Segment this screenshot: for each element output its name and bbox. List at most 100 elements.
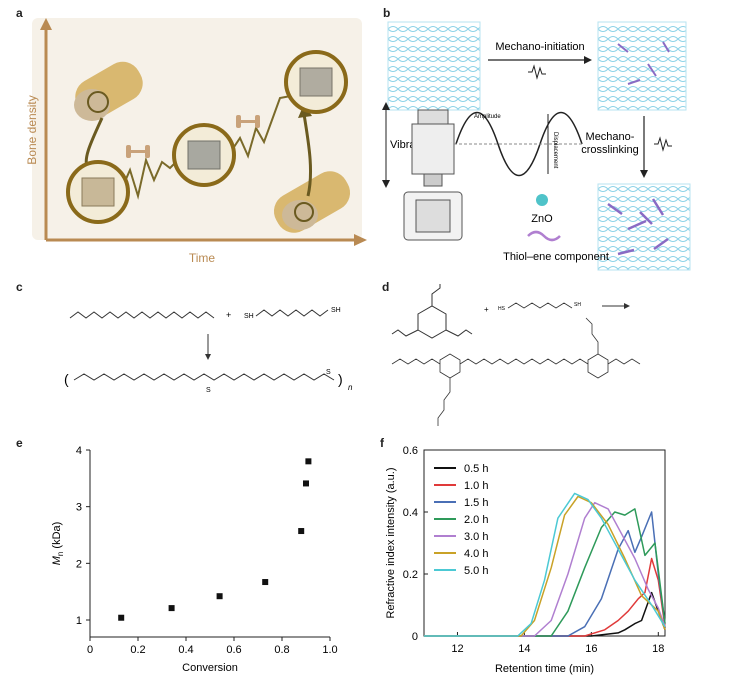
mn-conversion-chart: 0 0.2 0.4 0.6 0.8 1.0 1 2 3 4 Conversion Mn (kDa) bbox=[51, 445, 338, 674]
retention-time-chart: 12 14 16 18 0 0.2 0.4 0.6 0.5 h 1.0 h 1.5 h 2.0 h 3… bbox=[385, 445, 666, 675]
panel-label-d: d bbox=[382, 280, 390, 294]
chart-f-series-line bbox=[424, 591, 666, 637]
dithiol-structure bbox=[507, 302, 573, 309]
divinyl-ether-structure bbox=[69, 311, 215, 319]
bracket-left: ( bbox=[64, 371, 69, 387]
chart-e-xtick-label: 0 bbox=[87, 644, 93, 656]
displacement-label: Displacement bbox=[552, 132, 558, 169]
chart-e-xlabel: Conversion bbox=[182, 662, 238, 674]
vibration-wave-icon bbox=[654, 136, 672, 152]
femur-bone-top-left bbox=[74, 61, 143, 121]
panel-a-xlabel: Time bbox=[189, 251, 216, 265]
polymer-network-initiated bbox=[597, 21, 687, 111]
chart-e-ylabel-sub: n bbox=[56, 552, 65, 556]
panel-a-arrow-up bbox=[302, 113, 313, 197]
chart-e-ylabel-rest: (kDa) bbox=[51, 522, 63, 552]
thiolene-component-icon bbox=[527, 230, 561, 242]
chart-f-xlabel: Retention time (min) bbox=[495, 663, 594, 675]
chart-e-xtick-label: 0.2 bbox=[130, 644, 145, 656]
crosslinking-label-1: Mechano- bbox=[586, 131, 635, 143]
plus-sign: + bbox=[484, 305, 489, 314]
sulfur-label-2: S bbox=[326, 369, 331, 376]
chart-f-series-line bbox=[424, 508, 666, 637]
chart-f-ytick-label: 0.6 bbox=[403, 445, 418, 457]
polymer-network-initial bbox=[387, 21, 481, 111]
chart-f-legend-label: 3.0 h bbox=[464, 531, 488, 543]
thiol-label-2: SH bbox=[574, 302, 581, 308]
chart-f-series-line bbox=[424, 492, 666, 637]
chart-e-data-point bbox=[262, 579, 269, 586]
thiol-label-2: SH bbox=[331, 307, 341, 314]
chart-f-legend-label: 2.0 h bbox=[464, 514, 488, 526]
dumbbell-icon bbox=[126, 145, 150, 158]
chart-e-xtick-label: 0.6 bbox=[226, 644, 241, 656]
amplitude-sine-plot bbox=[454, 112, 584, 176]
chart-e-ytick-label: 2 bbox=[76, 558, 82, 570]
chart-f-xtick-label: 14 bbox=[518, 643, 530, 655]
chart-f-ylabel: Refractive index intensity (a.u.) bbox=[385, 467, 397, 618]
initiation-label: Mechano-initiation bbox=[495, 41, 584, 53]
crosslinking-label-2: crosslinking bbox=[581, 144, 638, 156]
chart-f-xtick-label: 12 bbox=[451, 643, 463, 655]
crosslinked-network-structure bbox=[391, 317, 641, 426]
polymer-network-crosslinked bbox=[597, 183, 691, 271]
chart-e-ytick-label: 1 bbox=[76, 615, 82, 627]
amplitude-label: Amplitude bbox=[474, 114, 501, 120]
chart-e-xtick-label: 0.8 bbox=[274, 644, 289, 656]
panel-c-reaction-scheme: + SH SH ( S S ) n bbox=[64, 307, 353, 394]
dithiol-structure bbox=[255, 309, 329, 317]
bracket-right: ) bbox=[338, 371, 343, 387]
panel-b-illustration: Mechano-initiation Mechano- crosslinking… bbox=[382, 21, 691, 271]
bone-sample-circle-high bbox=[284, 50, 348, 114]
chart-e-xtick-label: 1.0 bbox=[322, 644, 337, 656]
chart-e-ytick-label: 4 bbox=[76, 445, 82, 457]
chart-f-ytick-label: 0.4 bbox=[403, 507, 418, 519]
dumbbell-icon bbox=[236, 115, 260, 128]
bone-sample-circle-low bbox=[66, 160, 130, 224]
chart-e-ylabel: Mn (kDa) bbox=[51, 522, 65, 566]
chart-f-xtick-label: 18 bbox=[652, 643, 664, 655]
vibration-wave-icon bbox=[528, 64, 546, 80]
panel-a-illustration: Time Bone density bbox=[25, 18, 367, 265]
chart-f-xtick-label: 16 bbox=[585, 643, 597, 655]
panel-label-b: b bbox=[383, 6, 391, 20]
mixer-device bbox=[403, 109, 463, 241]
chart-e-xtick-label: 0.4 bbox=[178, 644, 193, 656]
chart-e-ylabel-main: M bbox=[51, 555, 63, 565]
chart-f-legend-label: 1.0 h bbox=[464, 480, 488, 492]
chart-e-data-point bbox=[303, 480, 309, 487]
panel-label-a: a bbox=[16, 6, 23, 20]
repeat-n-label: n bbox=[348, 383, 353, 392]
thiol-label-1: HS bbox=[498, 306, 506, 312]
chart-e-data-point bbox=[216, 593, 223, 600]
chart-e-data-point bbox=[305, 458, 312, 465]
panel-d-reaction-scheme: + HS SH bbox=[391, 284, 641, 426]
panel-a-y-arrow bbox=[40, 18, 52, 30]
chart-e-data-point bbox=[298, 528, 305, 535]
panel-label-c: c bbox=[16, 280, 23, 294]
chart-e-ytick-label: 3 bbox=[76, 502, 82, 514]
chart-f-ytick-label: 0 bbox=[412, 631, 418, 643]
chart-f-frame bbox=[423, 449, 666, 637]
thiolene-label: Thiol–ene component bbox=[503, 251, 609, 263]
chart-f-legend-label: 5.0 h bbox=[464, 565, 488, 577]
chart-f-series-line bbox=[424, 495, 666, 637]
panel-a-ylabel: Bone density bbox=[25, 95, 39, 164]
panel-label-f: f bbox=[380, 436, 384, 450]
chart-e-data-point bbox=[168, 605, 175, 612]
chart-e-data-point bbox=[118, 614, 125, 621]
chart-f-series-line bbox=[424, 557, 666, 637]
chart-f-legend-label: 0.5 h bbox=[464, 463, 488, 475]
polymer-structure bbox=[73, 373, 335, 381]
panel-a-x-arrow bbox=[354, 234, 367, 246]
triallyl-isocyanurate-structure bbox=[391, 284, 473, 339]
femur-bone-bottom-right bbox=[273, 171, 351, 233]
chart-f-legend-label: 1.5 h bbox=[464, 497, 488, 509]
plus-sign: + bbox=[226, 310, 231, 320]
sulfur-label-1: S bbox=[206, 387, 211, 394]
chart-f-ytick-label: 0.2 bbox=[403, 569, 418, 581]
chart-f-series-line bbox=[424, 501, 666, 637]
chart-f-legend-label: 4.0 h bbox=[464, 548, 488, 560]
zno-label: ZnO bbox=[531, 213, 553, 225]
panel-label-e: e bbox=[16, 436, 23, 450]
